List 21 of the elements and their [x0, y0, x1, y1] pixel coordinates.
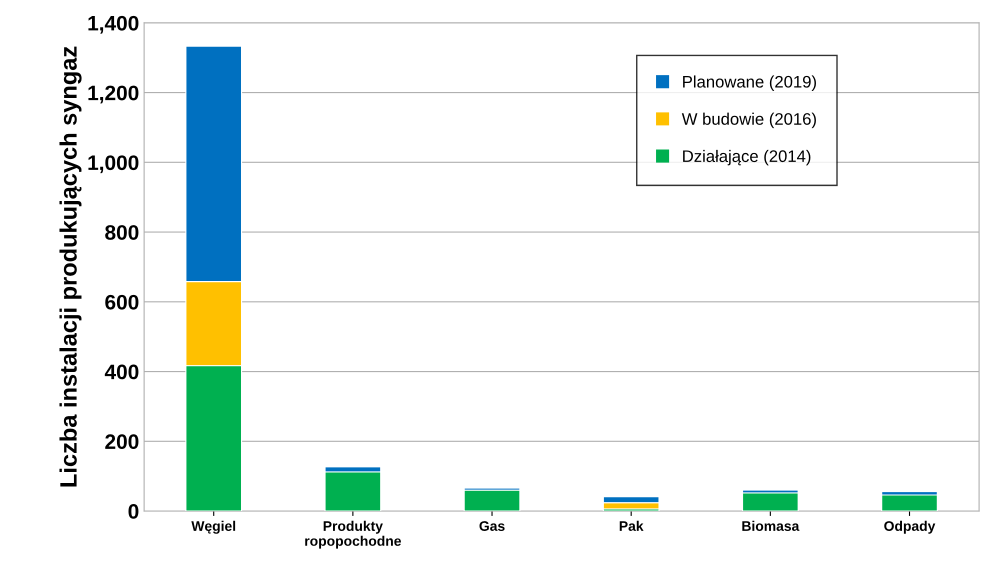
y-tick-label: 400: [104, 364, 138, 380]
x-tick-label: Węgiel: [191, 520, 236, 534]
y-axis-title: Liczba instalacji produkujących syngaz: [59, 46, 82, 486]
x-tick-label: Gas: [479, 521, 505, 531]
x-tick-label: Odpady: [884, 520, 936, 534]
legend-label: Planowane (2019): [683, 75, 816, 91]
bar: [742, 492, 799, 512]
legend-label: Działające (2014): [683, 150, 810, 166]
y-tick-label: 200: [105, 434, 138, 450]
x-tick-label: Biomasa: [742, 520, 800, 531]
bar: [881, 494, 938, 512]
y-tick-label: 1,400: [88, 16, 138, 34]
y-tick-label: 800: [105, 225, 138, 240]
y-tick-label: 0: [128, 504, 138, 519]
bar: [464, 490, 520, 512]
y-tick-label: 1,000: [88, 155, 138, 174]
legend-label: W budowie (2016): [682, 112, 816, 128]
y-tick-label: 600: [105, 294, 138, 310]
x-tick-label: Produkty ropopochodne: [305, 520, 402, 549]
x-tick-label: Pak: [620, 520, 644, 531]
y-tick-label: 1,200: [88, 86, 138, 104]
